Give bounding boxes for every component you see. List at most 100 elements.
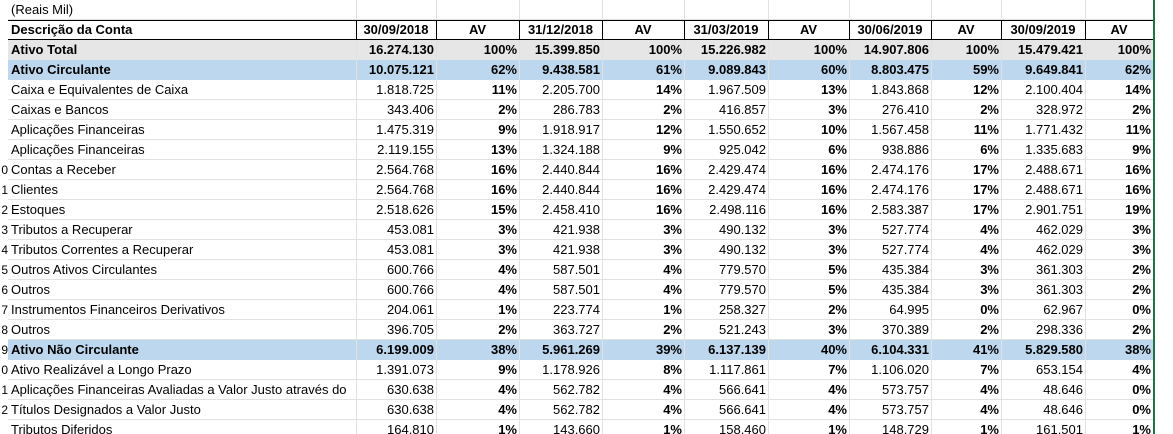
av-cell[interactable]: 8%	[663, 362, 682, 377]
value-cell[interactable]: 1.918.917	[542, 122, 600, 137]
row-description[interactable]: Tributos Diferidos	[11, 422, 113, 434]
av-cell[interactable]: 16%	[820, 162, 847, 177]
av-cell[interactable]: 6%	[828, 142, 847, 157]
value-cell[interactable]: 15.399.850	[534, 42, 600, 57]
value-cell[interactable]: 361.303	[1036, 282, 1083, 297]
av-cell[interactable]: 16%	[655, 162, 682, 177]
header-av[interactable]: AV	[799, 22, 818, 37]
value-cell[interactable]: 9.649.841	[1025, 62, 1083, 77]
value-cell[interactable]: 2.429.474	[708, 162, 766, 177]
value-cell[interactable]: 370.389	[882, 322, 929, 337]
row-description[interactable]: Outros	[11, 282, 51, 297]
av-cell[interactable]: 2%	[1132, 262, 1151, 277]
av-cell[interactable]: 2%	[663, 322, 682, 337]
value-cell[interactable]: 6.199.009	[376, 342, 434, 357]
av-cell[interactable]: 11%	[1125, 122, 1151, 137]
av-cell[interactable]: 4%	[980, 402, 999, 417]
row-description[interactable]: Ativo Realizável a Longo Prazo	[11, 362, 192, 377]
av-cell[interactable]: 3%	[828, 102, 847, 117]
value-cell[interactable]: 2.474.176	[871, 182, 929, 197]
value-cell[interactable]: 48.646	[1043, 382, 1083, 397]
value-cell[interactable]: 223.774	[553, 302, 600, 317]
av-cell[interactable]: 38%	[1124, 342, 1151, 357]
row-number[interactable]: 7	[1, 303, 8, 317]
value-cell[interactable]: 925.042	[719, 142, 766, 157]
value-cell[interactable]: 2.583.387	[871, 202, 929, 217]
av-cell[interactable]: 2%	[1132, 322, 1151, 337]
value-cell[interactable]: 462.029	[1036, 242, 1083, 257]
av-cell[interactable]: 4%	[663, 402, 682, 417]
row-description[interactable]: Tributos a Recuperar	[11, 222, 133, 237]
value-cell[interactable]: 64.995	[889, 302, 929, 317]
av-cell[interactable]: 4%	[498, 282, 517, 297]
value-cell[interactable]: 9.089.843	[708, 62, 766, 77]
row-number[interactable]	[0, 40, 8, 60]
av-cell[interactable]: 4%	[498, 382, 517, 397]
value-cell[interactable]: 2.100.404	[1025, 82, 1083, 97]
value-cell[interactable]: 938.886	[882, 142, 929, 157]
row-number[interactable]: 3	[1, 223, 8, 237]
row-number[interactable]	[0, 120, 8, 140]
value-cell[interactable]: 1.324.188	[542, 142, 600, 157]
value-cell[interactable]: 562.782	[553, 382, 600, 397]
value-cell[interactable]: 600.766	[387, 282, 434, 297]
header-av[interactable]: AV	[634, 22, 652, 37]
av-cell[interactable]: 9%	[498, 122, 517, 137]
av-cell[interactable]: 4%	[980, 382, 999, 397]
av-cell[interactable]: 12%	[655, 122, 682, 137]
row-description[interactable]: Estoques	[11, 202, 66, 217]
value-cell[interactable]: 453.081	[387, 242, 434, 257]
av-cell[interactable]: 4%	[663, 282, 682, 297]
av-cell[interactable]: 3%	[1132, 222, 1151, 237]
av-cell[interactable]: 62%	[1124, 62, 1151, 77]
row-number[interactable]: 1	[1, 383, 8, 397]
value-cell[interactable]: 10.075.121	[368, 62, 434, 77]
header-av[interactable]: AV	[957, 22, 975, 37]
row-description[interactable]: Ativo Não Circulante	[11, 342, 139, 357]
row-number[interactable]: 8	[1, 323, 8, 337]
av-cell[interactable]: 100%	[965, 42, 999, 57]
row-number[interactable]	[0, 20, 8, 40]
header-av[interactable]: AV	[1110, 22, 1128, 37]
value-cell[interactable]: 6.137.139	[708, 342, 766, 357]
value-cell[interactable]: 1.475.319	[376, 122, 434, 137]
av-cell[interactable]: 14%	[1124, 82, 1151, 97]
value-cell[interactable]: 164.810	[387, 422, 434, 434]
value-cell[interactable]: 1.567.458	[871, 122, 929, 137]
value-cell[interactable]: 143.660	[553, 422, 600, 434]
av-cell[interactable]: 3%	[980, 262, 999, 277]
row-description[interactable]: Ativo Total	[11, 42, 78, 57]
value-cell[interactable]: 286.783	[553, 102, 600, 117]
value-cell[interactable]: 1.178.926	[542, 362, 600, 377]
value-cell[interactable]: 490.132	[719, 222, 766, 237]
value-cell[interactable]: 2.440.844	[542, 182, 600, 197]
value-cell[interactable]: 158.460	[719, 422, 766, 434]
av-cell[interactable]: 3%	[663, 222, 682, 237]
value-cell[interactable]: 630.638	[387, 402, 434, 417]
value-cell[interactable]: 161.501	[1036, 422, 1083, 434]
av-cell[interactable]: 2%	[498, 322, 517, 337]
av-cell[interactable]: 60%	[820, 62, 847, 77]
av-cell[interactable]: 16%	[820, 202, 847, 217]
value-cell[interactable]: 779.570	[719, 282, 766, 297]
value-cell[interactable]: 15.479.421	[1017, 42, 1083, 57]
value-cell[interactable]: 276.410	[882, 102, 929, 117]
value-cell[interactable]: 435.384	[882, 262, 929, 277]
value-cell[interactable]: 5.829.580	[1025, 342, 1083, 357]
av-cell[interactable]: 4%	[828, 382, 847, 397]
value-cell[interactable]: 453.081	[387, 222, 434, 237]
row-number[interactable]: 6	[1, 283, 8, 297]
row-number[interactable]: 1	[1, 183, 8, 197]
row-description[interactable]: Títulos Designados a Valor Justo	[11, 402, 201, 417]
value-cell[interactable]: 2.901.751	[1025, 202, 1083, 217]
row-number[interactable]	[0, 60, 8, 80]
av-cell[interactable]: 39%	[655, 342, 682, 357]
value-cell[interactable]: 653.154	[1036, 362, 1083, 377]
value-cell[interactable]: 2.498.116	[709, 202, 766, 217]
av-cell[interactable]: 5%	[828, 282, 847, 297]
av-cell[interactable]: 17%	[972, 162, 999, 177]
value-cell[interactable]: 343.406	[387, 102, 434, 117]
av-cell[interactable]: 1%	[980, 422, 999, 434]
value-cell[interactable]: 361.303	[1036, 262, 1083, 277]
value-cell[interactable]: 9.438.581	[542, 62, 600, 77]
